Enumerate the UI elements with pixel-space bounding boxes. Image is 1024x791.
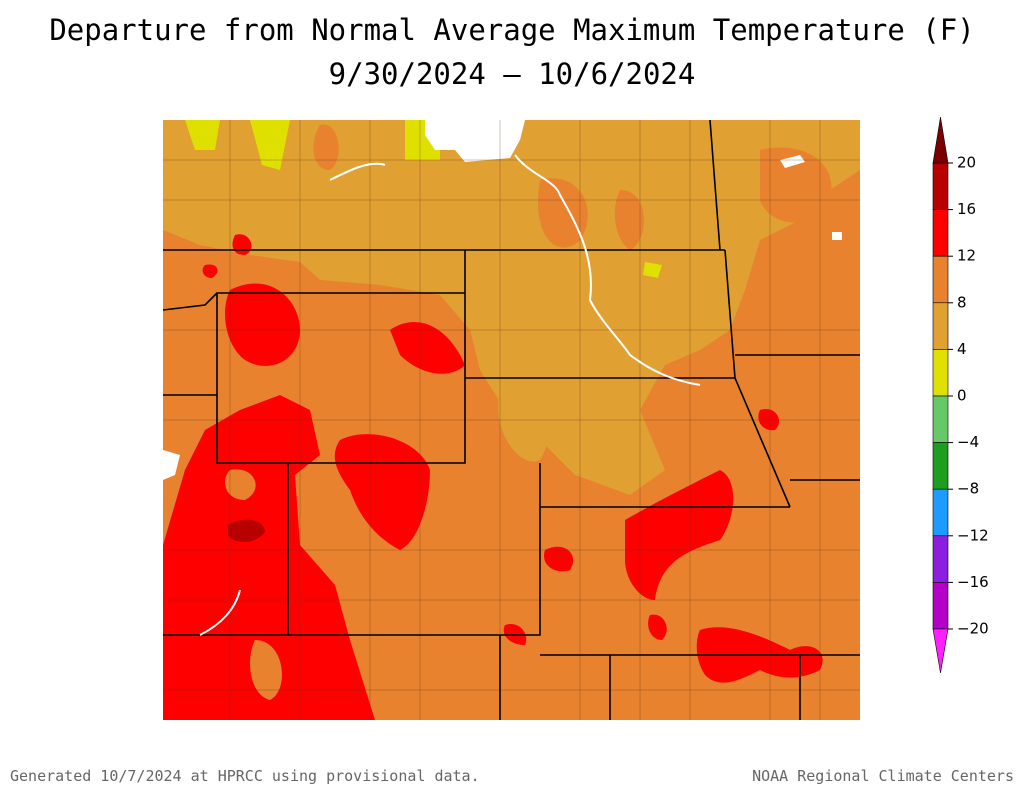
tick-label: −12	[957, 526, 989, 544]
color-bin	[932, 209, 949, 257]
tick-label: 8	[957, 293, 967, 311]
title: Departure from Normal Average Maximum Te…	[49, 13, 974, 47]
tick-label: −8	[957, 480, 979, 498]
tick-label: 20	[957, 154, 976, 172]
footer-right: NOAA Regional Climate Centers	[752, 767, 1014, 785]
tick-label: −4	[957, 433, 979, 451]
tick-label: −20	[957, 620, 989, 638]
color-bin	[932, 302, 949, 350]
tick-label: 4	[957, 340, 967, 358]
footer-left: Generated 10/7/2024 at HPRCC using provi…	[10, 767, 480, 785]
color-bin	[932, 488, 949, 537]
color-bin	[932, 582, 949, 630]
colorbar: 20 16 12 8 4 0 −4 −8 −12 −16 −20	[932, 116, 989, 674]
tick-label: −16	[957, 573, 989, 591]
color-bin	[932, 162, 949, 210]
color-bin	[932, 442, 949, 490]
color-bin	[932, 255, 949, 304]
tick-label: 12	[957, 247, 976, 265]
color-bin	[932, 535, 949, 583]
tick-label: 0	[957, 387, 967, 405]
color-bin	[932, 349, 949, 397]
over-arrow	[932, 116, 949, 164]
subtitle: 9/30/2024 – 10/6/2024	[329, 57, 696, 91]
tick-label: 16	[957, 200, 976, 218]
under-arrow	[932, 628, 949, 674]
color-bin	[932, 395, 949, 443]
map	[162, 119, 860, 720]
